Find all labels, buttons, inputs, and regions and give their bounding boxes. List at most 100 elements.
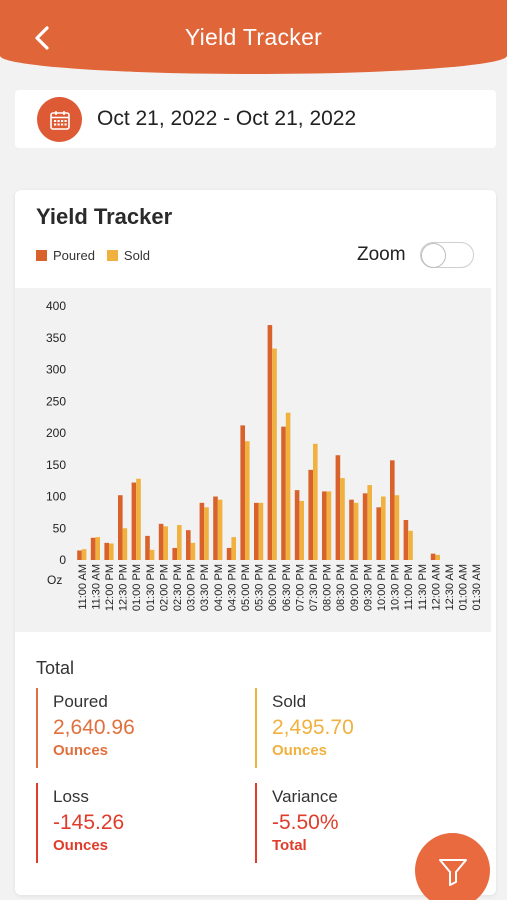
bar-sold [381, 496, 386, 560]
y-tick-label: 250 [46, 394, 66, 408]
chart-area: 0 50 100 150 200 250 300 350 400 Oz 11:00 AM 11:30 … [15, 288, 491, 632]
y-tick-label: 100 [46, 490, 66, 504]
x-tick-label: 02:00 PM [158, 564, 170, 611]
stat-loss: Loss -145.26 Ounces [36, 783, 236, 863]
legend-swatch-poured [36, 250, 47, 261]
x-tick-label: 12:00 AM [430, 564, 442, 610]
filter-button[interactable] [415, 833, 490, 900]
x-tick-label: 07:00 PM [294, 564, 306, 611]
x-tick-label: 06:00 PM [267, 564, 279, 611]
y-tick-label: 0 [59, 553, 66, 567]
x-tick-label: 12:30 AM [444, 564, 456, 610]
bar-poured [226, 547, 232, 560]
bar-sold [81, 549, 87, 560]
x-tick-label: 08:30 PM [335, 564, 347, 611]
bar-sold [217, 499, 223, 560]
bar-poured [77, 550, 82, 560]
x-tick-label: 10:00 PM [376, 564, 388, 611]
bar-sold [177, 525, 182, 560]
bar-sold [272, 348, 277, 560]
stat-poured-title: Poured [53, 692, 108, 711]
stat-variance-unit: Total [272, 837, 307, 854]
bar-poured [403, 520, 409, 560]
stat-loss-value: -145.26 [53, 811, 125, 834]
bar-sold [204, 507, 209, 560]
bar-poured [213, 496, 218, 560]
x-tick-label: 09:30 PM [362, 564, 374, 611]
bar-poured [335, 455, 341, 560]
y-tick-label: 200 [46, 426, 66, 440]
x-tick-label: 12:00 PM [104, 564, 116, 611]
bar-poured [267, 325, 273, 560]
card-title: Yield Tracker [36, 204, 173, 229]
stat-loss-title: Loss [53, 787, 89, 806]
y-tick-label: 50 [53, 521, 67, 535]
bar-sold [435, 554, 440, 560]
x-tick-label: 09:00 PM [349, 564, 361, 611]
stat-poured: Poured 2,640.96 Ounces [36, 688, 236, 768]
bar-sold [313, 443, 318, 560]
stat-poured-unit: Ounces [53, 742, 109, 759]
bar-poured [199, 502, 205, 560]
bar-sold [109, 543, 114, 560]
bar-sold [367, 485, 372, 560]
legend-item-sold: Sold [106, 248, 150, 263]
bar-poured [186, 530, 191, 560]
bar-poured [104, 542, 109, 560]
x-tick-label: 11:00 AM [77, 564, 89, 610]
chevron-left-icon [35, 26, 49, 50]
back-button[interactable] [26, 18, 60, 58]
bar-sold [149, 549, 155, 560]
zoom-toggle-knob[interactable] [421, 242, 446, 268]
bar-sold [231, 537, 236, 560]
bar-poured [390, 460, 395, 560]
y-tick-label: 400 [46, 299, 66, 313]
x-tick-label: 01:00 PM [131, 564, 143, 611]
x-tick-label: 11:30 PM [417, 564, 429, 610]
legend-swatch-sold [106, 250, 118, 261]
bar-poured [158, 523, 164, 560]
x-tick-label: 03:00 PM [186, 564, 198, 611]
totals-heading: Total [36, 658, 75, 678]
bar-sold [353, 502, 359, 560]
stat-variance-value: -5.50% [272, 811, 339, 834]
x-tick-label: 03:30 PM [199, 564, 211, 611]
bar-sold [299, 500, 304, 560]
bar-poured [118, 495, 123, 560]
bar-poured [294, 490, 300, 560]
zoom-toggle[interactable] [420, 242, 474, 268]
bar-sold [245, 441, 250, 560]
bar-poured [362, 493, 368, 560]
bar-poured [430, 553, 436, 560]
bar-sold [285, 412, 291, 560]
x-tick-label: 07:30 PM [308, 564, 320, 611]
x-tick-label: 11:30 AM [90, 564, 102, 610]
date-range-picker[interactable]: Oct 21, 2022 - Oct 21, 2022 [15, 90, 496, 148]
chart-legend: Poured Sold [36, 248, 162, 263]
x-tick-label: 01:00 AM [458, 564, 470, 610]
stat-sold: Sold 2,495.70 Ounces [255, 688, 455, 768]
bar-poured [240, 425, 245, 560]
bar-poured [90, 537, 96, 560]
bar-poured [131, 482, 137, 560]
x-tick-label: 12:30 PM [118, 564, 130, 611]
stat-variance-title: Variance [272, 787, 338, 806]
bar-sold [326, 491, 332, 560]
yield-tracker-card: Yield Tracker Poured Sold Zoom 0 50 100 150… [15, 190, 496, 895]
x-tick-label: 06:30 PM [281, 564, 293, 611]
bar-sold [122, 528, 128, 560]
x-tick-label: 04:00 PM [213, 564, 225, 611]
bar-sold [163, 526, 168, 560]
stat-sold-title: Sold [272, 692, 307, 711]
bar-poured [254, 502, 259, 560]
date-range-label: Oct 21, 2022 - Oct 21, 2022 [97, 107, 357, 130]
bar-poured [172, 547, 177, 560]
filter-icon [438, 858, 467, 886]
bar-poured [145, 535, 150, 560]
page-title: Yield Tracker [184, 24, 323, 50]
y-tick-label: 300 [46, 363, 66, 377]
bar-sold [394, 495, 400, 560]
bar-sold [136, 478, 141, 560]
bar-sold [95, 537, 100, 560]
